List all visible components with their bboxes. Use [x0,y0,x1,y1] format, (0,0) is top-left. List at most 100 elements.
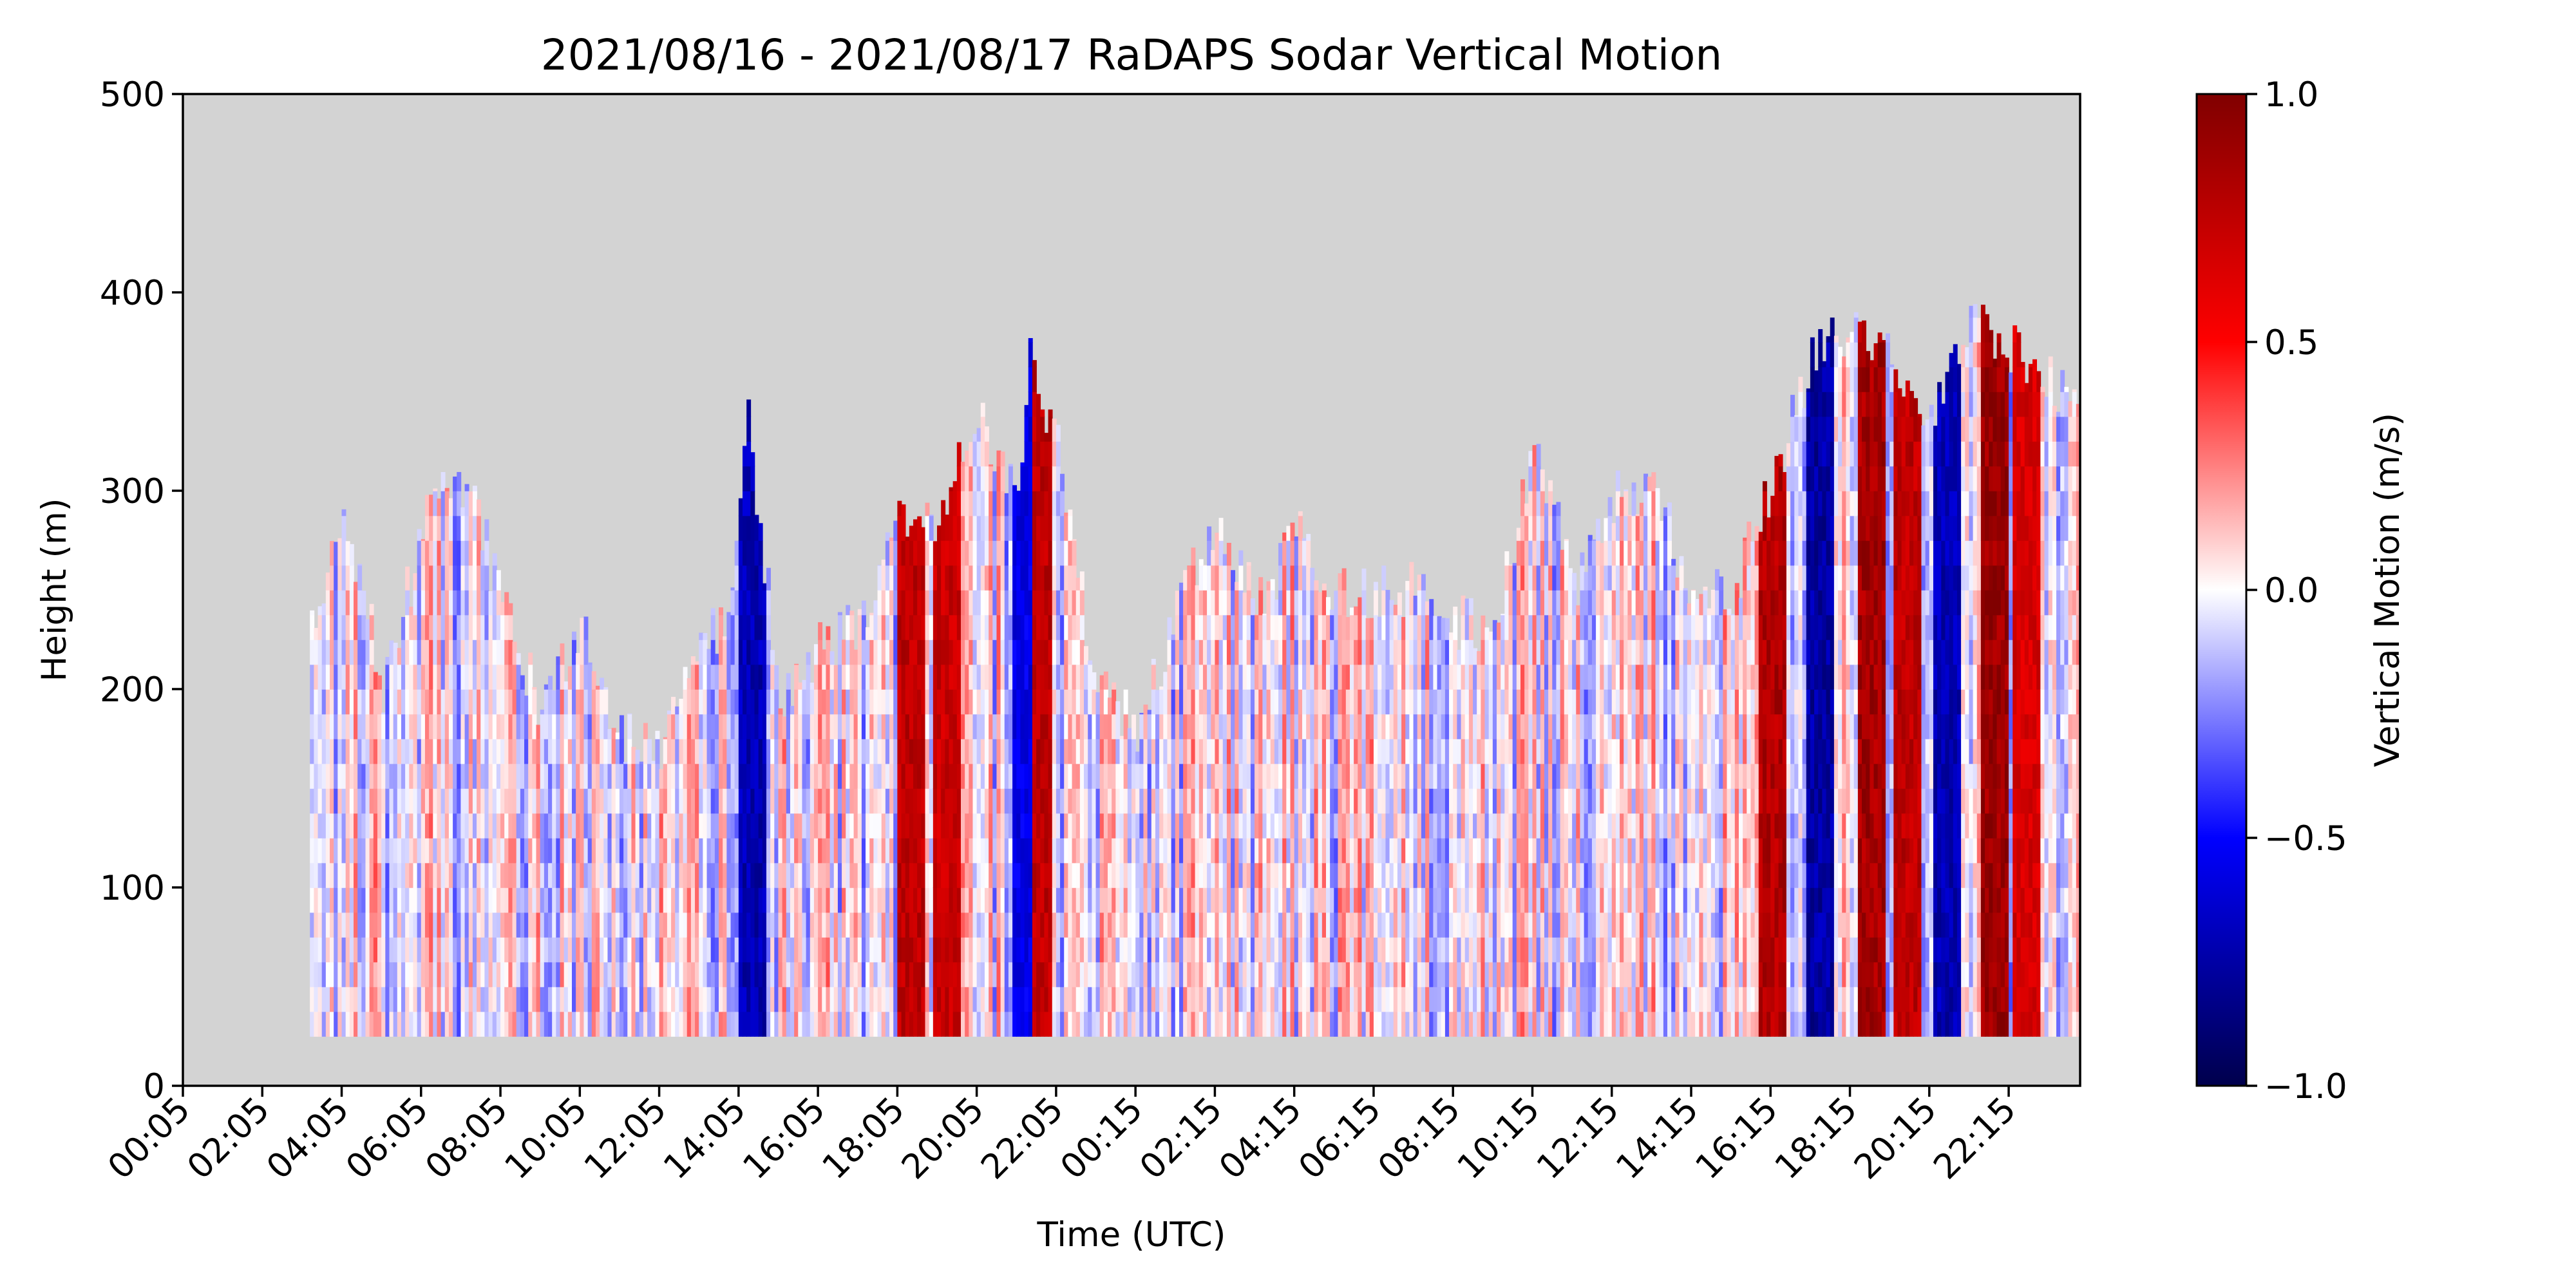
heatmap-cell [1202,590,1208,616]
heatmap-cell [766,937,771,963]
heatmap-cell [1195,739,1200,764]
heatmap-cell [1198,912,1204,938]
heatmap-cell [619,788,624,814]
heatmap-cell [1250,1011,1255,1037]
heatmap-cell [1218,518,1224,541]
heatmap-cell [1012,862,1018,888]
heatmap-cell [1075,578,1081,591]
heatmap-cell [671,763,676,789]
heatmap-cell [802,714,807,739]
heatmap-cell [369,862,374,888]
heatmap-cell [357,912,363,938]
heatmap-cell [1369,739,1374,764]
heatmap-cell [460,639,466,665]
heatmap-cell [980,987,985,1012]
heatmap-cell [393,862,398,888]
heatmap-cell [810,714,815,739]
heatmap-cell [976,614,981,640]
heatmap-cell [925,1011,930,1037]
heatmap-cell [837,912,842,938]
heatmap-cell [1000,614,1005,640]
heatmap-cell [413,739,418,764]
heatmap-cell [687,937,692,963]
heatmap-cell [1258,614,1264,640]
heatmap-cell [1310,1011,1315,1037]
heatmap-cell [885,912,890,938]
heatmap-cell [600,862,605,888]
heatmap-cell [496,714,501,739]
heatmap-cell [889,937,895,963]
heatmap-cell [635,937,640,963]
heatmap-cell [1060,689,1065,715]
heatmap-cell [885,614,890,640]
heatmap-cell [762,639,767,665]
heatmap-cell [1211,565,1216,591]
heatmap-cell [849,689,855,715]
heatmap-cell [754,763,759,789]
heatmap-cell [1044,515,1049,541]
heatmap-cell [472,887,477,913]
heatmap-cell [496,912,501,938]
heatmap-cell [989,515,994,541]
heatmap-cell [583,912,589,938]
heatmap-cell [802,887,807,913]
heatmap-cell [952,714,958,739]
heatmap-cell [857,639,862,665]
heatmap-cell [354,1011,358,1037]
heatmap-cell [925,813,930,838]
heatmap-cell [417,912,422,938]
heatmap-cell [401,617,406,640]
heatmap-cell [556,788,561,814]
heatmap-cell [1266,788,1271,814]
heatmap-cell [314,987,319,1012]
heatmap-cell [750,491,755,516]
heatmap-cell [822,961,827,987]
heatmap-cell [885,540,890,566]
heatmap-cell [1139,813,1144,838]
heatmap-cell [956,590,961,616]
heatmap-cell [1151,961,1156,987]
heatmap-cell [417,565,422,591]
heatmap-cell [849,912,855,938]
heatmap-cell [980,416,985,442]
heatmap-cell [1354,838,1359,864]
heatmap-cell [1218,1011,1224,1037]
heatmap-cell [984,961,989,987]
heatmap-cell [631,746,636,764]
heatmap-cell [397,714,402,739]
heatmap-cell [1183,714,1188,739]
heatmap-cell [1036,416,1041,442]
heatmap-cell [1235,714,1240,739]
heatmap-cell [1278,937,1283,963]
heatmap-cell [972,987,978,1012]
heatmap-cell [1064,961,1069,987]
heatmap-cell [1218,887,1224,913]
heatmap-cell [965,491,970,516]
heatmap-cell [754,565,759,591]
heatmap-cell [989,1011,994,1037]
heatmap-cell [373,689,378,715]
heatmap-cell [457,912,462,938]
heatmap-cell [1040,887,1045,913]
heatmap-cell [433,491,438,516]
heatmap-cell [743,664,747,690]
heatmap-cell [401,1011,406,1037]
heatmap-cell [1373,887,1378,913]
heatmap-cell [996,714,1001,739]
heatmap-cell [750,452,755,467]
heatmap-cell [1179,987,1184,1012]
heatmap-cell [421,961,426,987]
heatmap-cell [1012,689,1018,715]
heatmap-cell [1008,788,1013,814]
heatmap-cell [837,714,842,739]
heatmap-cell [1290,590,1295,616]
heatmap-cell [405,664,410,690]
heatmap-cell [989,739,994,764]
heatmap-cell [1036,862,1041,888]
heatmap-cell [956,887,961,913]
heatmap-cell [337,739,343,764]
heatmap-cell [1258,639,1264,665]
heatmap-cell [695,838,700,864]
heatmap-cell [477,499,482,516]
